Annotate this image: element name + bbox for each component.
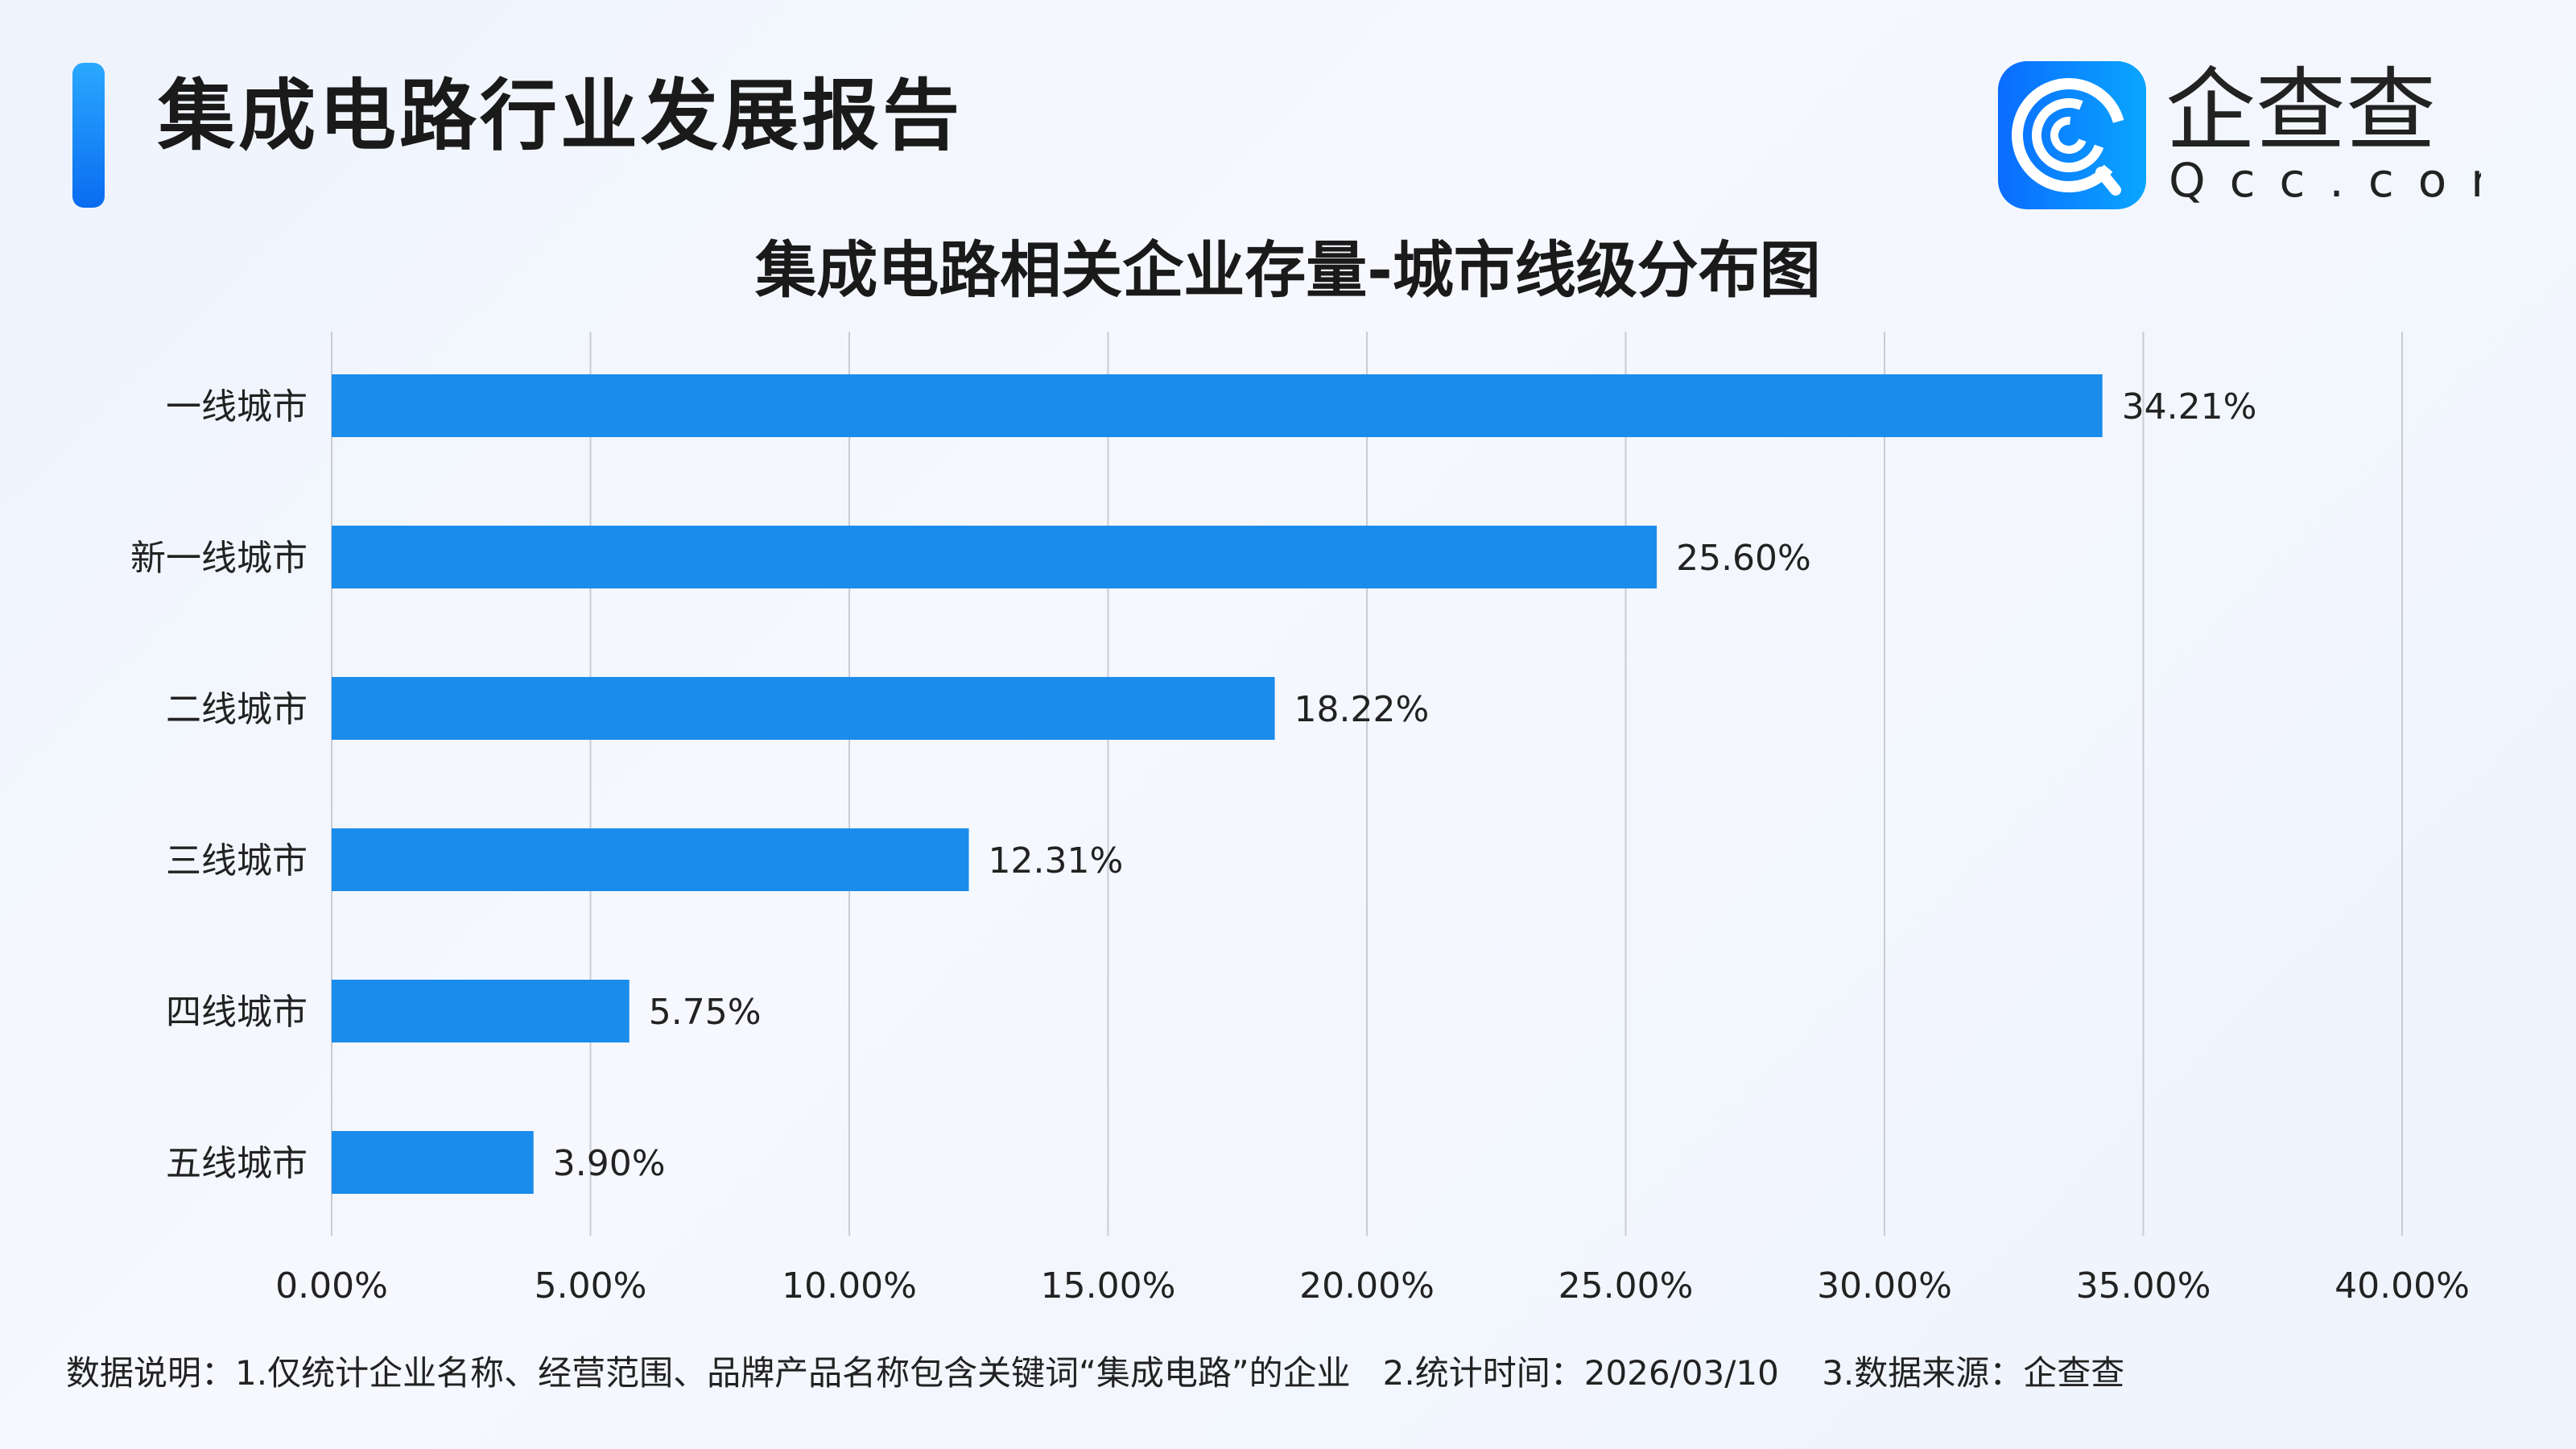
title-accent-bar <box>72 63 105 208</box>
bar <box>332 980 630 1042</box>
qcc-logo: 企查查 Qcc.com <box>1998 59 2516 209</box>
chart-title: 集成电路相关企业存量-城市线级分布图 <box>755 234 1821 306</box>
bar <box>332 677 1275 740</box>
data-label: 25.60% <box>1676 538 1811 579</box>
data-label: 34.21% <box>2122 386 2257 427</box>
footer-note: 数据说明：1.仅统计企业名称、经营范围、品牌产品名称包含关键词“集成电路”的企业… <box>66 1353 2125 1393</box>
x-tick-label: 40.00% <box>2334 1265 2470 1307</box>
svg-text:Qcc.com: Qcc.com <box>2169 153 2481 208</box>
category-label: 五线城市 <box>166 1143 308 1184</box>
data-label: 5.75% <box>649 992 762 1033</box>
page-title: 集成电路行业发展报告 <box>158 71 963 161</box>
x-tick-label: 30.00% <box>1817 1265 1952 1307</box>
x-tick-label: 10.00% <box>782 1265 917 1307</box>
bar <box>332 526 1657 588</box>
category-label: 一线城市 <box>166 386 308 427</box>
bar <box>332 828 969 891</box>
x-tick-label: 5.00% <box>535 1265 647 1307</box>
bar <box>332 374 2103 437</box>
x-tick-label: 25.00% <box>1558 1265 1694 1307</box>
category-label: 新一线城市 <box>130 538 308 579</box>
bar <box>332 1131 534 1194</box>
data-label: 3.90% <box>553 1143 666 1184</box>
data-label: 12.31% <box>989 840 1124 881</box>
svg-text:企查查: 企查查 <box>2165 61 2436 163</box>
category-label: 四线城市 <box>166 992 308 1033</box>
x-tick-label: 15.00% <box>1041 1265 1176 1307</box>
data-label: 18.22% <box>1294 689 1430 730</box>
category-label: 三线城市 <box>166 840 308 881</box>
x-tick-label: 35.00% <box>2076 1265 2211 1307</box>
x-tick-label: 20.00% <box>1299 1265 1435 1307</box>
category-label: 二线城市 <box>166 689 308 730</box>
x-tick-label: 0.00% <box>275 1265 388 1307</box>
qcc-logo-icon: 企查查 Qcc.com <box>1998 59 2516 209</box>
